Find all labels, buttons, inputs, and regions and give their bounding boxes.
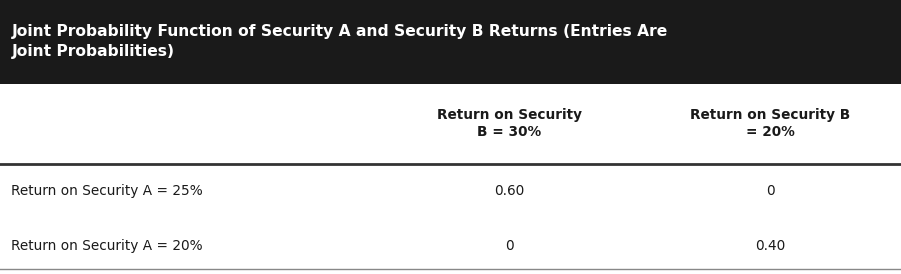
Text: 0.60: 0.60 xyxy=(494,184,524,198)
FancyBboxPatch shape xyxy=(0,0,901,84)
Text: Joint Probability Function of Security A and Security B Returns (Entries Are
Joi: Joint Probability Function of Security A… xyxy=(12,24,668,59)
Text: Return on Security
B = 30%: Return on Security B = 30% xyxy=(437,108,581,139)
FancyBboxPatch shape xyxy=(0,84,901,274)
Text: Return on Security A = 20%: Return on Security A = 20% xyxy=(11,239,203,253)
Text: 0: 0 xyxy=(505,239,514,253)
Text: 0: 0 xyxy=(766,184,775,198)
Text: Return on Security B
= 20%: Return on Security B = 20% xyxy=(690,108,851,139)
Text: 0.40: 0.40 xyxy=(755,239,786,253)
Text: Return on Security A = 25%: Return on Security A = 25% xyxy=(11,184,203,198)
